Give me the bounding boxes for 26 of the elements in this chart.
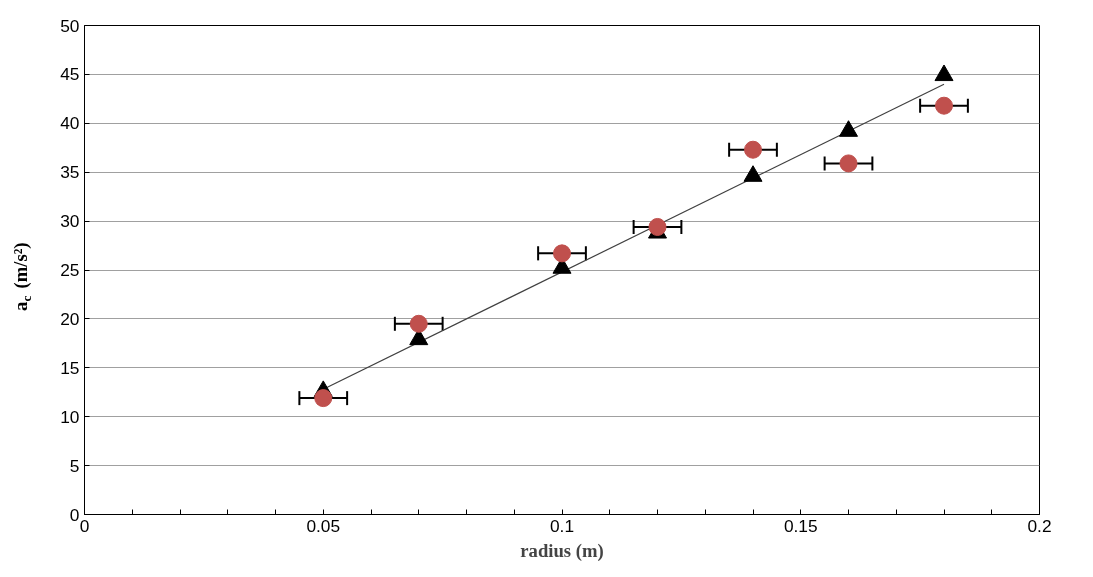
y-tick-label: 45 (60, 64, 80, 85)
point (744, 140, 762, 159)
y-tick-label: 30 (60, 211, 80, 232)
point (839, 120, 858, 137)
y-tick-label: 40 (60, 113, 80, 134)
point (935, 96, 953, 115)
point (648, 217, 667, 236)
y-tick-label: 25 (60, 260, 80, 280)
point (409, 314, 428, 333)
y-tick-label: 10 (60, 406, 80, 427)
point (743, 165, 763, 182)
y-tick-label: 20 (60, 308, 80, 329)
point (314, 389, 333, 408)
y-tick-label: 5 (69, 455, 80, 476)
y-tick-label: 35 (60, 162, 80, 183)
x-tick-label: 0.15 (783, 515, 818, 536)
y-axis-title: ac (m/s²) (10, 242, 35, 311)
x-tick-label: 0.2 (1027, 515, 1052, 536)
x-tick-label: 0.05 (306, 515, 341, 536)
point (934, 64, 954, 82)
point (839, 154, 858, 173)
y-tick-label: 15 (60, 357, 80, 378)
point (553, 244, 571, 263)
x-axis-title: radius (m) (520, 539, 604, 562)
x-tick-label: 0.1 (549, 515, 575, 536)
y-tick-label: 50 (60, 15, 80, 36)
